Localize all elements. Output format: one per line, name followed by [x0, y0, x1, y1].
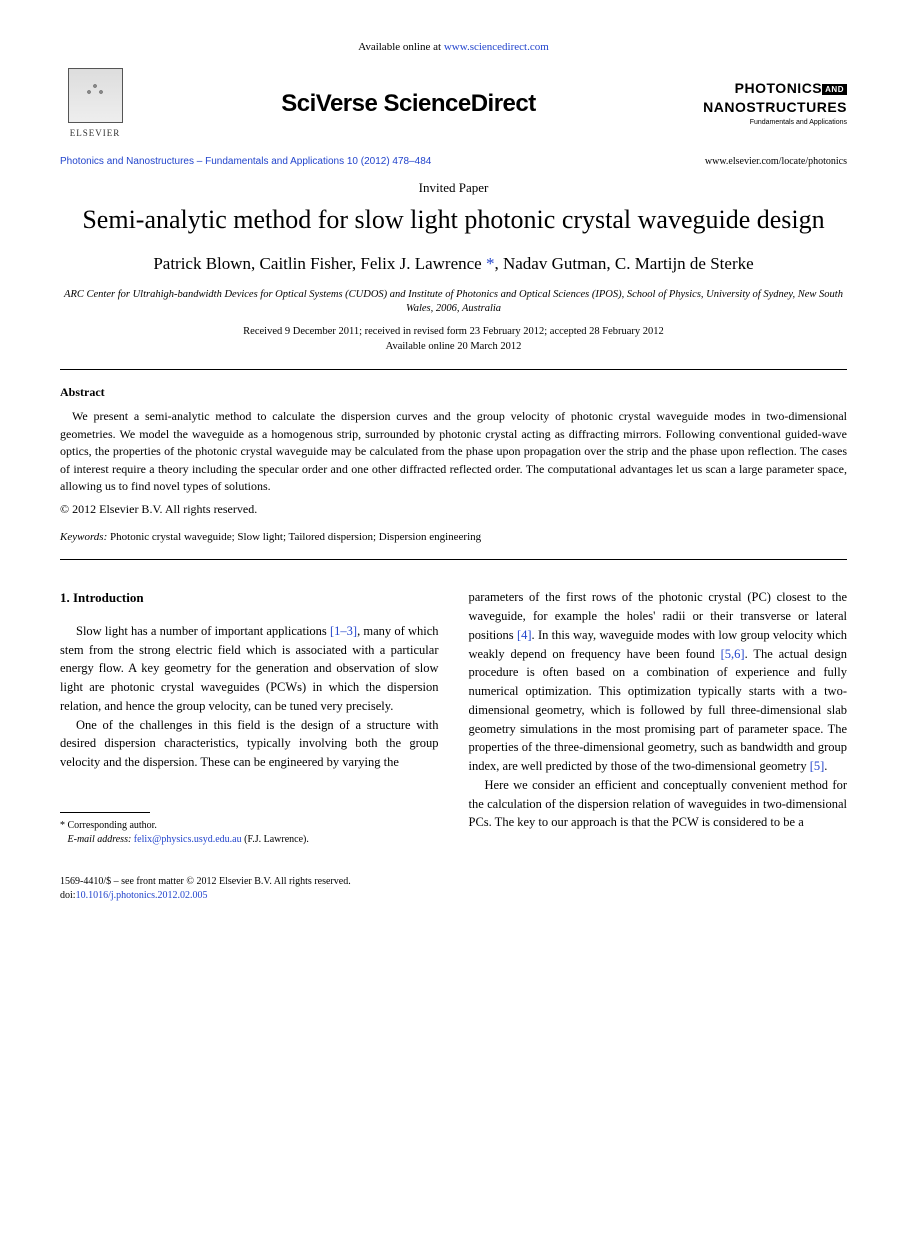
footnote: * Corresponding author. E-mail address: …	[60, 819, 439, 847]
email-label: E-mail address:	[68, 834, 132, 845]
journal-url: www.elsevier.com/locate/photonics	[705, 155, 847, 169]
col1-para2: One of the challenges in this field is t…	[60, 716, 439, 772]
col2-p1d: .	[824, 759, 827, 773]
authors-line2: , Nadav Gutman, C. Martijn de Sterke	[494, 254, 753, 273]
corresponding-author: Corresponding author.	[68, 820, 157, 831]
journal-and: AND	[822, 84, 847, 95]
abstract-copyright: © 2012 Elsevier B.V. All rights reserved…	[60, 501, 847, 518]
footnote-separator	[60, 812, 150, 813]
journal-reference[interactable]: Photonics and Nanostructures – Fundament…	[60, 155, 431, 169]
footer: 1569-4410/$ – see front matter © 2012 El…	[60, 875, 847, 903]
col1-p1a: Slow light has a number of important app…	[76, 624, 330, 638]
body-columns: 1. Introduction Slow light has a number …	[60, 588, 847, 847]
keywords: Keywords: Photonic crystal waveguide; Sl…	[60, 530, 847, 545]
doi-link[interactable]: 10.1016/j.photonics.2012.02.005	[76, 890, 208, 901]
journal-logo: PHOTONICSAND NANOSTRUCTURES Fundamentals…	[687, 79, 847, 128]
col2-para1: parameters of the first rows of the phot…	[469, 588, 848, 776]
journal-main-2: NANOSTRUCTURES	[687, 98, 847, 118]
elsevier-tree-icon	[68, 68, 123, 123]
ref-1-3[interactable]: [1–3]	[330, 624, 357, 638]
column-right: parameters of the first rows of the phot…	[469, 588, 848, 847]
col2-para2: Here we consider an efficient and concep…	[469, 776, 848, 832]
footer-issn: 1569-4410/$ – see front matter © 2012 El…	[60, 876, 351, 887]
ref-4[interactable]: [4]	[517, 628, 532, 642]
author-email[interactable]: felix@physics.usyd.edu.au	[134, 834, 242, 845]
available-online: Available online at www.sciencedirect.co…	[60, 40, 847, 55]
journal-sub: Fundamentals and Applications	[687, 118, 847, 128]
rule-bottom	[60, 559, 847, 560]
abstract-heading: Abstract	[60, 384, 847, 401]
section-heading: 1. Introduction	[60, 588, 439, 608]
footnote-star-icon: *	[60, 820, 68, 831]
elsevier-logo: ELSEVIER	[60, 63, 130, 143]
article-dates: Received 9 December 2011; received in re…	[60, 325, 847, 354]
ref-5-6[interactable]: [5,6]	[721, 647, 745, 661]
ref-5[interactable]: [5]	[810, 759, 825, 773]
journal-link-row: Photonics and Nanostructures – Fundament…	[60, 155, 847, 169]
authors: Patrick Blown, Caitlin Fisher, Felix J. …	[60, 252, 847, 276]
corresponding-star-icon: *	[482, 254, 495, 273]
email-name: (F.J. Lawrence).	[244, 834, 309, 845]
dates-line2: Available online 20 March 2012	[386, 341, 522, 352]
elsevier-text: ELSEVIER	[70, 127, 121, 140]
dates-line1: Received 9 December 2011; received in re…	[243, 326, 664, 337]
doi-label: doi:	[60, 890, 76, 901]
article-title: Semi-analytic method for slow light phot…	[60, 204, 847, 237]
abstract-text: We present a semi-analytic method to cal…	[60, 408, 847, 495]
affiliation: ARC Center for Ultrahigh-bandwidth Devic…	[60, 288, 847, 315]
column-left: 1. Introduction Slow light has a number …	[60, 588, 439, 847]
authors-line1: Patrick Blown, Caitlin Fisher, Felix J. …	[153, 254, 481, 273]
keywords-label: Keywords:	[60, 531, 107, 543]
header-row: ELSEVIER SciVerse ScienceDirect PHOTONIC…	[60, 63, 847, 143]
article-type: Invited Paper	[60, 179, 847, 197]
journal-logo-main: PHOTONICSAND	[687, 79, 847, 99]
journal-main-1: PHOTONICS	[735, 80, 822, 96]
rule-top	[60, 369, 847, 370]
col1-para1: Slow light has a number of important app…	[60, 622, 439, 716]
keywords-text: Photonic crystal waveguide; Slow light; …	[107, 531, 481, 543]
col2-p1c: . The actual design procedure is often b…	[469, 647, 848, 774]
available-text: Available online at	[358, 41, 444, 53]
sciencedirect-name: SciVerse ScienceDirect	[130, 87, 687, 121]
sciencedirect-logo: SciVerse ScienceDirect	[130, 87, 687, 121]
sciencedirect-url[interactable]: www.sciencedirect.com	[444, 41, 549, 53]
